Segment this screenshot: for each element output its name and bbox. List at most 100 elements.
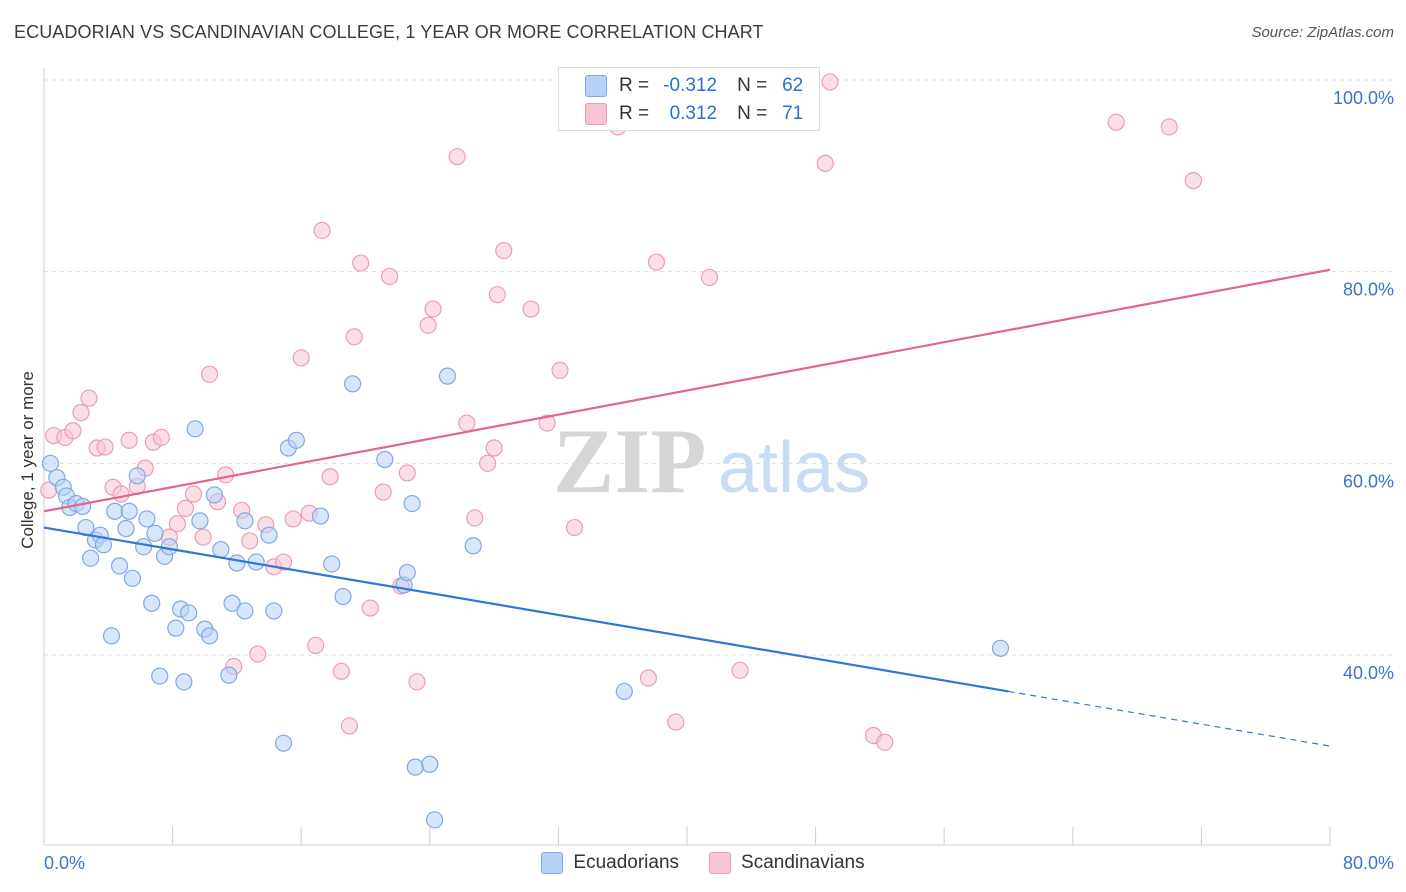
data-point — [112, 485, 130, 503]
data-point — [438, 367, 457, 385]
data-point — [419, 316, 437, 334]
data-point — [146, 524, 164, 542]
data-point — [700, 268, 719, 287]
scandinavians-trend-line — [43, 268, 1331, 513]
data-point — [332, 662, 350, 680]
legend-swatch-pink — [585, 103, 607, 125]
source-label: Source: ZipAtlas.com — [1251, 24, 1394, 41]
data-point — [667, 713, 685, 731]
data-point — [223, 594, 241, 612]
data-point — [64, 422, 82, 440]
data-point — [200, 365, 219, 383]
data-point — [479, 454, 497, 472]
data-point — [241, 532, 259, 550]
gridlines — [44, 79, 1394, 656]
x-tick-label-max: 80.0% — [1343, 853, 1394, 873]
data-point — [106, 502, 124, 520]
data-point — [307, 636, 325, 655]
data-point — [458, 414, 476, 432]
data-point — [110, 557, 129, 575]
data-point — [287, 431, 305, 449]
data-point — [96, 438, 114, 456]
data-point — [175, 673, 193, 691]
watermark-atlas: atlas — [718, 428, 870, 508]
legend-r-label: R = — [619, 75, 650, 96]
data-point — [167, 619, 185, 637]
data-point — [236, 512, 254, 530]
data-point — [374, 483, 392, 501]
data-point — [398, 563, 416, 582]
data-point — [647, 253, 666, 271]
data-point — [228, 554, 246, 572]
x-tick-label-min: 0.0% — [44, 853, 85, 873]
data-point — [522, 300, 540, 318]
data-point — [292, 349, 310, 367]
data-point — [426, 811, 444, 829]
data-point — [160, 538, 178, 556]
data-point — [488, 286, 506, 304]
data-point — [220, 666, 238, 684]
data-point — [184, 485, 203, 503]
data-point — [284, 510, 302, 528]
data-point — [538, 414, 556, 432]
data-point — [424, 300, 442, 318]
legend-r-label: R = — [619, 103, 650, 124]
data-point — [120, 431, 138, 449]
data-point — [205, 486, 223, 504]
data-point — [321, 468, 339, 486]
legend-n-value: 71 — [782, 103, 804, 124]
data-point — [102, 627, 121, 645]
legend-n-label: N = — [737, 75, 768, 96]
series-legend: Ecuadorians Scandinavians — [0, 852, 1406, 874]
data-point — [345, 328, 363, 346]
data-point — [991, 639, 1010, 657]
data-point — [260, 526, 278, 544]
data-point — [495, 241, 513, 260]
data-point — [200, 627, 219, 645]
data-point — [176, 499, 195, 517]
data-point — [376, 450, 394, 469]
data-point — [403, 494, 421, 513]
legend-row-scandinavians: R = 0.312 N = 71 — [585, 101, 803, 127]
data-point — [191, 512, 209, 530]
data-point — [82, 549, 100, 567]
data-point — [615, 682, 633, 701]
data-point — [448, 148, 466, 166]
data-point — [143, 594, 161, 612]
trend-lines — [43, 268, 1331, 747]
legend-swatch-blue — [541, 852, 564, 874]
legend-item-scandinavians[interactable]: Scandinavians — [709, 852, 865, 874]
legend-item-ecuadorians[interactable]: Ecuadorians — [541, 852, 679, 874]
y-tick-label: 60.0% — [1343, 471, 1394, 491]
data-point — [464, 537, 482, 555]
data-point — [274, 734, 293, 752]
axes — [43, 68, 1331, 846]
y-tick-label: 80.0% — [1343, 280, 1394, 300]
data-point — [340, 717, 359, 735]
data-point — [274, 553, 293, 571]
data-point — [73, 497, 92, 516]
data-point — [1107, 113, 1125, 131]
data-point — [123, 569, 142, 587]
data-point — [212, 540, 230, 559]
data-point — [168, 515, 187, 533]
legend-label-ecuadorians: Ecuadorians — [573, 852, 680, 873]
ecuadorians-trend-extension — [1008, 690, 1331, 747]
data-point — [313, 221, 331, 240]
data-point — [1184, 172, 1202, 190]
data-point — [381, 267, 399, 286]
legend-swatch-blue — [585, 75, 607, 97]
legend-r-value: -0.312 — [663, 75, 718, 96]
data-point — [120, 502, 138, 520]
data-point — [466, 509, 484, 527]
y-tick-labels: 100.0% 80.0% 60.0% 40.0% — [1333, 88, 1394, 683]
legend-n-label: N = — [737, 103, 768, 124]
data-point — [352, 254, 370, 272]
data-point — [138, 510, 156, 528]
legend-n-value: 62 — [782, 75, 804, 96]
data-point — [186, 420, 204, 438]
data-point — [821, 73, 839, 91]
data-point — [128, 467, 146, 485]
legend-swatch-pink — [709, 852, 732, 874]
